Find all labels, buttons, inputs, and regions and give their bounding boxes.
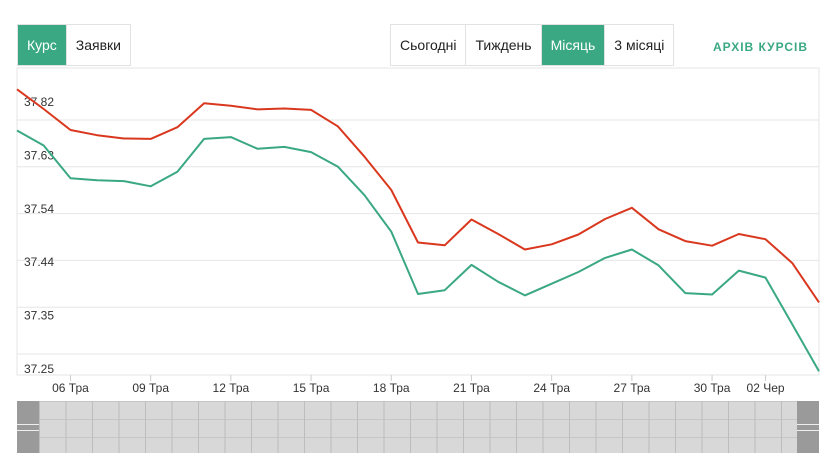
x-tick-label: 21 Тра [453, 381, 490, 395]
period-month-button[interactable]: Місяць [540, 25, 605, 65]
x-tick-label: 09 Тра [132, 381, 169, 395]
exchange-rate-chart: 37.82 37.63 37.54 37.44 37.35 37.25 06 Тра 09 … [16, 67, 820, 395]
x-tick-label: 15 Тра [293, 381, 330, 395]
y-tick-label: 37.44 [24, 255, 54, 269]
period-selector: Сьогодні Тиждень Місяць 3 місяці [390, 24, 675, 66]
navigator-right-handle[interactable] [797, 401, 819, 453]
y-tick-label: 37.25 [24, 362, 54, 376]
x-tick-label: 18 Тра [373, 381, 410, 395]
navigator-left-handle[interactable] [17, 401, 39, 453]
x-tick-label: 27 Тра [614, 381, 651, 395]
chart-mode-tabs: Курс Заявки [17, 24, 132, 66]
archive-link[interactable]: АРХІВ КУРСІВ [713, 40, 809, 54]
plot-border [16, 67, 820, 376]
y-tick-label: 37.82 [24, 95, 54, 109]
series-line-1 [16, 88, 820, 303]
series-line-2 [16, 129, 820, 372]
tab-orders[interactable]: Заявки [65, 25, 131, 65]
x-axis-ticks: 06 Тра 09 Тра 12 Тра 15 Тра 18 Тра 21 Тра 24 Т… [52, 375, 785, 395]
x-tick-label: 30 Тра [694, 381, 731, 395]
y-tick-label: 37.35 [24, 309, 54, 323]
range-navigator[interactable] [17, 401, 819, 453]
y-axis-ticks: 37.82 37.63 37.54 37.44 37.35 37.25 [24, 95, 54, 376]
navigator-window[interactable] [39, 401, 797, 453]
grid-lines [16, 67, 820, 376]
tab-rate[interactable]: Курс [18, 25, 66, 65]
x-tick-label: 02 Чер [747, 381, 785, 395]
x-tick-label: 06 Тра [52, 381, 89, 395]
x-tick-label: 24 Тра [533, 381, 570, 395]
y-tick-label: 37.54 [24, 202, 54, 216]
period-3-months-button[interactable]: 3 місяці [604, 25, 674, 65]
series-lines [16, 88, 820, 372]
y-tick-label: 37.63 [24, 148, 54, 162]
period-week-button[interactable]: Тиждень [465, 25, 541, 65]
period-today-button[interactable]: Сьогодні [391, 25, 466, 65]
x-tick-label: 12 Тра [213, 381, 250, 395]
